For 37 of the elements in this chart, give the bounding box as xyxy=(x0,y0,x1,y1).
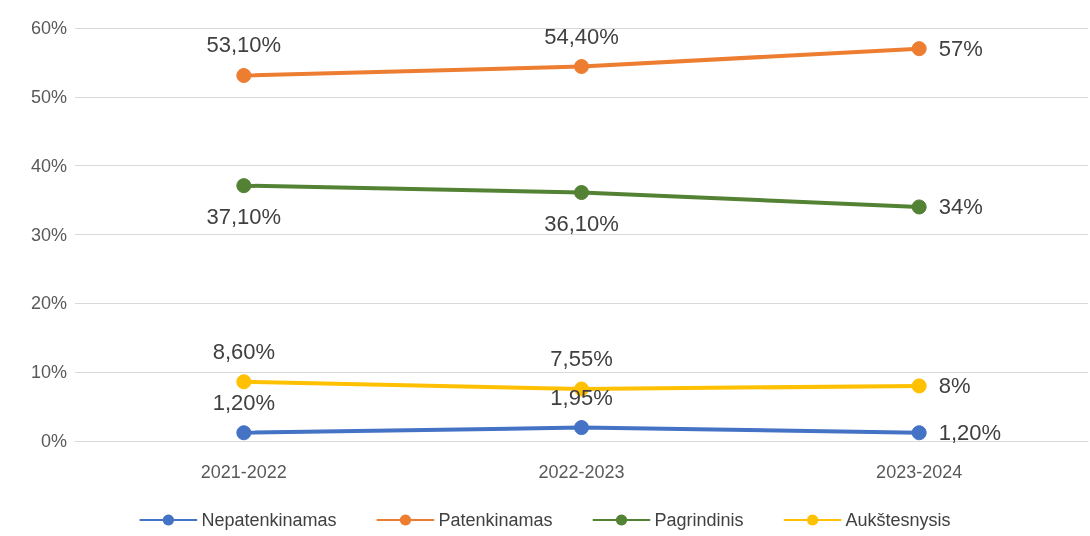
y-tick-label: 20% xyxy=(30,293,67,314)
point xyxy=(911,41,927,57)
data-label: 1,20% xyxy=(212,389,276,415)
y-tick-label: 10% xyxy=(30,362,67,383)
y-tick-label: 0% xyxy=(40,431,67,451)
data-label: 36,10% xyxy=(544,210,619,236)
x-tick-label: 2021-2022 xyxy=(200,462,287,482)
x-tick-label: 2022-2023 xyxy=(538,462,625,482)
legend-label: Aukštesnysis xyxy=(845,510,951,530)
data-label: 53,10% xyxy=(206,32,282,58)
y-tick-label: 40% xyxy=(30,155,67,176)
data-label: 8,60% xyxy=(212,338,276,364)
point xyxy=(236,374,252,390)
data-label: 34% xyxy=(938,194,983,220)
point xyxy=(236,68,252,83)
x-tick-label: 2023-2024 xyxy=(876,462,963,482)
data-label: 1,20% xyxy=(938,420,1002,446)
point xyxy=(236,178,252,194)
legend-label: Patenkinamas xyxy=(438,510,553,530)
point xyxy=(574,185,589,201)
data-label: 7,55% xyxy=(550,346,613,372)
y-tick-label: 60% xyxy=(30,18,67,38)
data-label: 37,10% xyxy=(206,203,282,229)
point xyxy=(236,425,252,441)
data-label: 8% xyxy=(938,373,971,399)
data-label: 57% xyxy=(938,36,983,62)
legend-label: Nepatenkinamas xyxy=(201,510,337,530)
data-label: 1,95% xyxy=(550,384,613,410)
legend-label: Pagrindinis xyxy=(654,510,744,530)
data-label: 54,40% xyxy=(544,23,619,49)
point xyxy=(574,59,589,75)
point xyxy=(911,425,927,441)
y-tick-label: 50% xyxy=(30,86,67,107)
point xyxy=(911,378,927,394)
point xyxy=(574,420,589,436)
point xyxy=(911,199,927,215)
y-tick-label: 30% xyxy=(30,224,67,245)
